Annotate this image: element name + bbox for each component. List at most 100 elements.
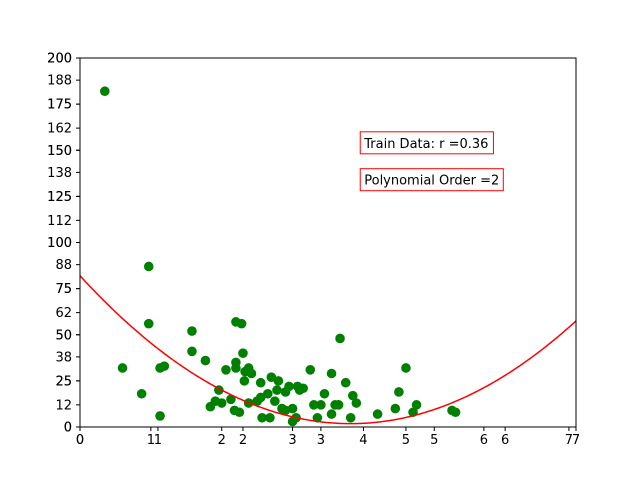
data-point: [239, 376, 250, 386]
data-point: [155, 411, 165, 421]
data-point: [401, 363, 411, 373]
y-tick-label: 75: [55, 282, 72, 297]
data-point: [216, 398, 227, 408]
data-point: [316, 400, 326, 410]
annotation-box: Train Data: r =0.36: [359, 131, 494, 155]
y-tick-label: 12: [55, 398, 72, 413]
x-tick-label: 6: [501, 433, 509, 448]
data-point: [257, 412, 267, 423]
x-tick-label: 1: [154, 433, 162, 448]
fit-line: [80, 275, 576, 425]
data-point: [312, 412, 323, 423]
data-point: [333, 400, 344, 410]
annotation-text: Train Data: r =0.36: [363, 137, 488, 152]
y-axis: 0255075100125150175200012253850627588100…: [47, 52, 80, 436]
data-point: [200, 355, 211, 366]
data-point: [221, 365, 231, 375]
x-tick-label: 3: [317, 433, 325, 448]
data-point: [255, 392, 266, 403]
y-tick-label: 25: [55, 374, 72, 389]
x-tick-label: 0: [76, 433, 84, 448]
data-point: [340, 377, 351, 388]
y-tick-label: 50: [55, 328, 72, 343]
annotation-frame: [359, 131, 494, 155]
data-point: [335, 333, 345, 344]
y-tick-label: 125: [47, 190, 72, 205]
data-point: [348, 390, 358, 401]
annotation-frame: [359, 168, 504, 192]
plot-area: [80, 86, 576, 427]
data-point: [159, 361, 170, 371]
data-point: [394, 387, 404, 397]
data-point: [136, 388, 147, 399]
y-tick-label: 50: [55, 328, 72, 343]
data-point: [266, 372, 277, 382]
data-point: [326, 409, 337, 419]
y-tick-label: 100: [47, 236, 72, 251]
data-point: [287, 403, 298, 414]
data-point: [226, 394, 236, 405]
data-point: [390, 403, 401, 414]
data-point: [298, 383, 309, 394]
y-tick-label: 188: [47, 74, 72, 89]
y-tick-label: 200: [47, 52, 72, 67]
data-point: [319, 388, 330, 399]
data-point: [187, 346, 197, 357]
data-point: [450, 407, 461, 418]
x-tick-label: 3: [288, 433, 296, 448]
x-tick-label: 6: [480, 433, 488, 448]
x-tick-label: 5: [430, 433, 438, 448]
data-point: [411, 400, 422, 410]
y-tick-label: 200: [47, 52, 72, 67]
data-point: [143, 261, 154, 272]
x-tick-label: 4: [359, 433, 367, 448]
x-tick-label: 7: [572, 433, 580, 448]
y-tick-label: 0: [64, 421, 72, 436]
y-tick-label: 0: [64, 421, 72, 436]
data-point: [117, 363, 128, 373]
annotation-box: Polynomial Order =2: [359, 168, 504, 192]
data-point: [273, 376, 284, 386]
y-tick-label: 150: [47, 144, 72, 159]
data-point: [236, 318, 247, 329]
scatter-series: [100, 86, 461, 427]
y-tick-label: 62: [55, 306, 72, 321]
x-axis: 0 1 2 3 4 5 6 70 1 2 3 5 6 7: [76, 427, 580, 448]
y-tick-label: 88: [55, 258, 72, 273]
y-tick-label: 112: [47, 214, 72, 229]
data-point: [284, 381, 294, 392]
data-point: [309, 400, 319, 410]
data-point: [326, 368, 337, 379]
y-tick-label: 162: [47, 122, 72, 137]
data-point: [305, 365, 316, 375]
x-tick-label: 2: [218, 433, 226, 448]
x-tick-label: 2: [239, 433, 247, 448]
data-point: [234, 407, 245, 418]
data-point: [231, 363, 241, 373]
polynomial-curve: [80, 275, 576, 425]
y-tick-label: 150: [47, 144, 72, 159]
data-point: [270, 396, 280, 406]
y-tick-label: 125: [47, 190, 72, 205]
x-tick-label: 0: [76, 433, 84, 448]
y-tick-label: 75: [55, 282, 72, 297]
y-tick-label: 138: [47, 166, 72, 181]
data-point: [265, 412, 275, 423]
data-point: [187, 326, 197, 336]
data-point: [238, 348, 248, 359]
data-point: [345, 412, 356, 423]
data-point: [272, 385, 282, 395]
data-point: [246, 368, 257, 379]
x-tick-label: 1: [147, 433, 155, 448]
y-tick-label: 175: [47, 98, 72, 113]
x-tick-label: 7: [565, 433, 573, 448]
y-tick-label: 175: [47, 98, 72, 113]
data-point: [351, 398, 362, 408]
data-point: [262, 388, 273, 399]
y-tick-label: 100: [47, 236, 72, 251]
data-point: [100, 86, 110, 97]
y-tick-label: 25: [55, 374, 72, 389]
x-tick-label: 5: [402, 433, 410, 448]
annotation-text: Polynomial Order =2: [364, 174, 499, 189]
